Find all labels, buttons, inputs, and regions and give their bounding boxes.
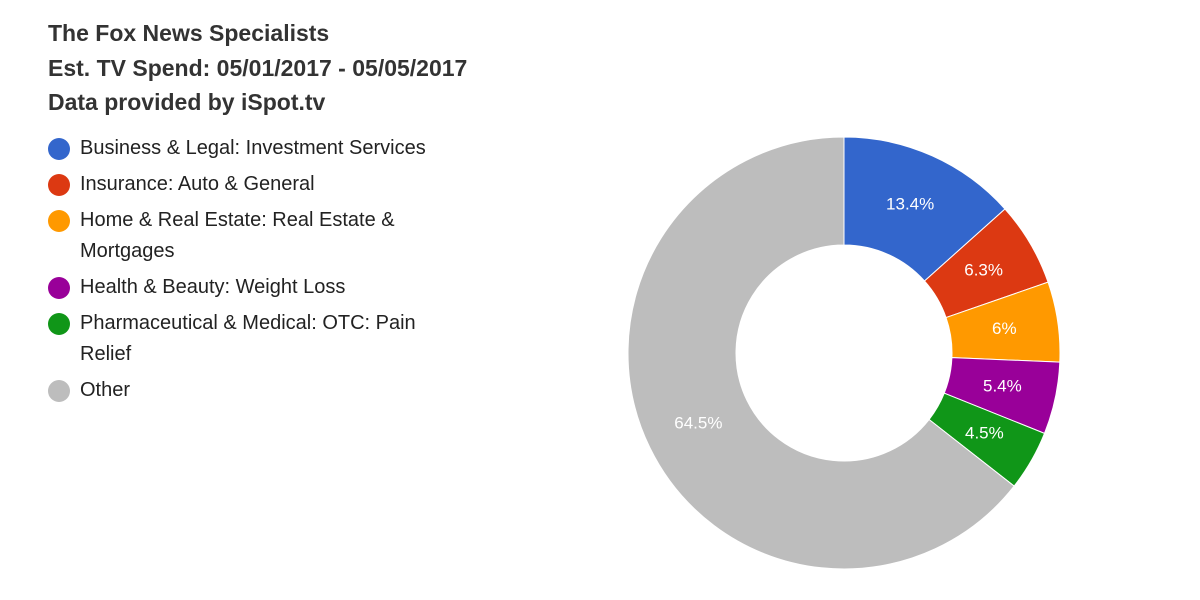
- chart-title: The Fox News Specialists: [48, 20, 330, 46]
- legend-swatch: [48, 138, 70, 160]
- chart-note: Data provided by iSpot.tv: [48, 89, 326, 115]
- chart-subtitle: Est. TV Spend: 05/01/2017 - 05/05/2017: [48, 55, 468, 81]
- legend-label: Insurance: Auto & General: [80, 173, 315, 195]
- data-label: 6%: [992, 319, 1017, 338]
- legend-label: Home & Real Estate: Real Estate & Mortga…: [80, 209, 395, 262]
- legend-item: Health & Beauty: Weight Loss: [48, 274, 468, 303]
- legend-item: Home & Real Estate: Real Estate & Mortga…: [48, 207, 468, 267]
- legend-label: Pharmaceutical & Medical: OTC: Pain Reli…: [80, 312, 416, 365]
- data-label: 5.4%: [983, 377, 1022, 396]
- legend-label: Other: [80, 379, 131, 401]
- legend-swatch: [48, 313, 70, 335]
- legend-swatch: [48, 210, 70, 232]
- data-label: 13.4%: [886, 195, 934, 214]
- legend-item: Insurance: Auto & General: [48, 171, 468, 200]
- legend-item: Other: [48, 377, 468, 406]
- legend-label: Health & Beauty: Weight Loss: [80, 276, 346, 298]
- data-label: 4.5%: [965, 423, 1004, 442]
- donut-slice: [627, 136, 1015, 570]
- data-label: 64.5%: [674, 413, 722, 432]
- legend-item: Pharmaceutical & Medical: OTC: Pain Reli…: [48, 310, 468, 370]
- legend: Business & Legal: Investment Services Ins…: [48, 135, 468, 413]
- legend-swatch: [48, 174, 70, 196]
- legend-item: Business & Legal: Investment Services: [48, 135, 468, 164]
- data-label: 6.3%: [964, 260, 1003, 279]
- legend-swatch: [48, 277, 70, 299]
- legend-swatch: [48, 380, 70, 402]
- legend-label: Business & Legal: Investment Services: [80, 137, 426, 159]
